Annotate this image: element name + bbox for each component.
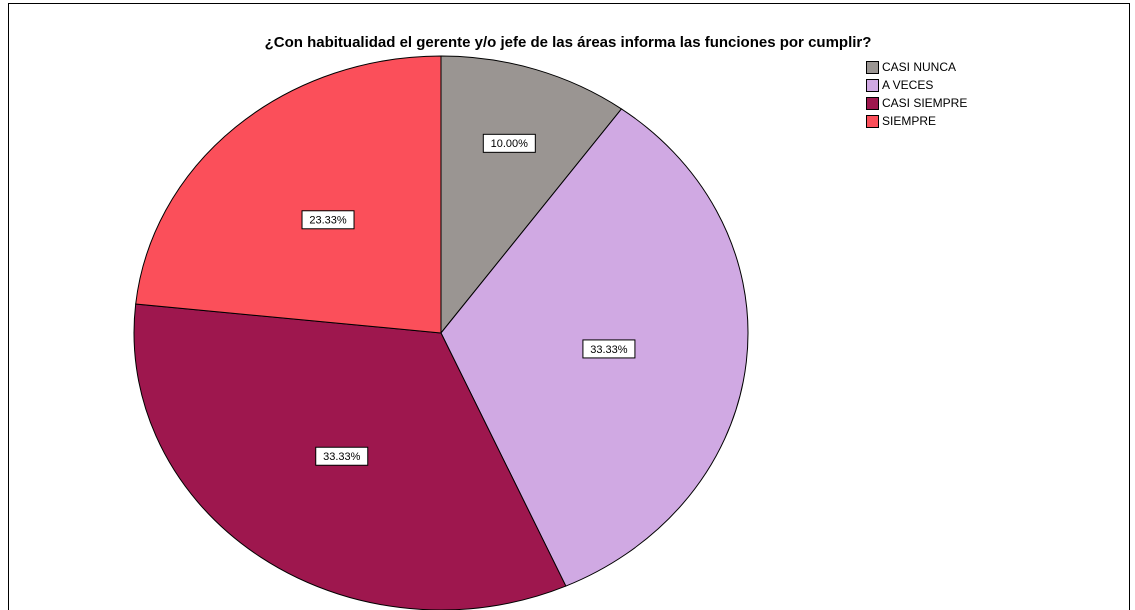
legend-label: CASI NUNCA [882,60,956,74]
value-label: 23.33% [309,215,347,227]
legend-swatch [866,97,879,110]
legend-swatch [866,115,879,128]
legend-label: SIEMPRE [882,114,936,128]
legend-swatch [866,79,879,92]
value-label-box [315,446,369,466]
value-label-box [482,133,536,153]
legend-label: A VECES [882,78,933,92]
pie-slice [440,55,623,335]
value-label-box [301,210,355,230]
value-label: 10.00% [491,138,529,150]
pie-slice [135,55,442,334]
chart-title: ¿Con habitualidad el gerente y/o jefe de… [265,34,872,51]
legend-label: CASI SIEMPRE [882,96,967,110]
legend-swatch [866,61,879,74]
value-label: 33.33% [590,344,628,356]
value-label: 33.33% [323,451,361,463]
value-label-box [582,339,636,359]
